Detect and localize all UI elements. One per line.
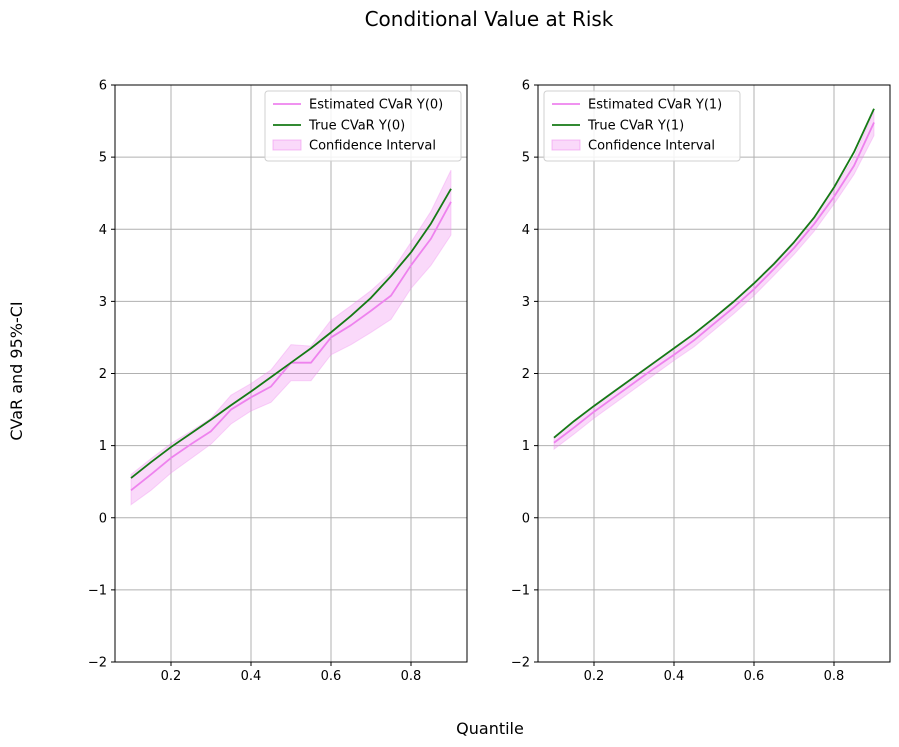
- y-tick-label: 3: [522, 295, 530, 310]
- legend-swatch-band: [272, 139, 302, 151]
- confidence-interval-band: [553, 110, 875, 451]
- y-tick-label: 4: [522, 223, 530, 238]
- true-cvar-line: [130, 188, 452, 479]
- y-tick-label: 4: [99, 223, 107, 238]
- x-tick-label: 0.6: [321, 669, 342, 684]
- confidence-interval-band: [130, 169, 452, 506]
- figure-y-label: CVaR and 95%-CI: [7, 301, 26, 440]
- y-tick-label: 0: [522, 511, 530, 526]
- legend-label: True CVaR Y(0): [308, 119, 405, 134]
- y-tick-label: 0: [99, 511, 107, 526]
- y-tick-label: −2: [511, 656, 530, 671]
- y-tick-label: 2: [522, 367, 530, 382]
- x-tick-label: 0.8: [824, 669, 845, 684]
- legend-frame: [264, 90, 462, 162]
- left-subplot: 0.2 0.4 0.6 0.8 −2 −1 0 1 2 3 4 5 6 Estimated CVaR Y(…: [88, 79, 468, 684]
- legend-label: Confidence Interval: [588, 139, 715, 154]
- x-tick-label: 0.6: [744, 669, 765, 684]
- y-tick-label: 1: [522, 439, 530, 454]
- y-tick-label: 6: [99, 79, 107, 94]
- legend-swatch-band: [551, 139, 581, 151]
- legend-label: Estimated CVaR Y(0): [309, 98, 443, 113]
- legend: Estimated CVaR Y(1) True CVaR Y(1) Confide…: [543, 90, 741, 162]
- x-tick-label: 0.4: [664, 669, 685, 684]
- legend-label: True CVaR Y(1): [587, 119, 684, 134]
- y-tick-label: 6: [522, 79, 530, 94]
- y-tick-label: −1: [88, 583, 107, 598]
- estimated-cvar-line: [553, 122, 875, 444]
- figure-x-label: Quantile: [456, 719, 524, 738]
- true-cvar-line: [553, 108, 875, 439]
- x-tick-label: 0.2: [161, 669, 182, 684]
- figure-title: Conditional Value at Risk: [365, 7, 614, 31]
- legend: Estimated CVaR Y(0) True CVaR Y(0) Confide…: [264, 90, 462, 162]
- y-tick-label: −1: [511, 583, 530, 598]
- legend-frame: [543, 90, 741, 162]
- y-tick-label: −2: [88, 656, 107, 671]
- y-tick-label: 5: [522, 151, 530, 166]
- legend-label: Confidence Interval: [309, 139, 436, 154]
- x-tick-label: 0.8: [401, 669, 422, 684]
- y-tick-label: 2: [99, 367, 107, 382]
- legend-label: Estimated CVaR Y(1): [588, 98, 722, 113]
- right-subplot: 0.2 0.4 0.6 0.8 −2 −1 0 1 2 3 4 5 6 Estimated CVaR Y(…: [511, 79, 891, 684]
- y-tick-label: 5: [99, 151, 107, 166]
- x-tick-label: 0.4: [241, 669, 262, 684]
- y-tick-label: 1: [99, 439, 107, 454]
- y-tick-label: 3: [99, 295, 107, 310]
- x-tick-label: 0.2: [584, 669, 605, 684]
